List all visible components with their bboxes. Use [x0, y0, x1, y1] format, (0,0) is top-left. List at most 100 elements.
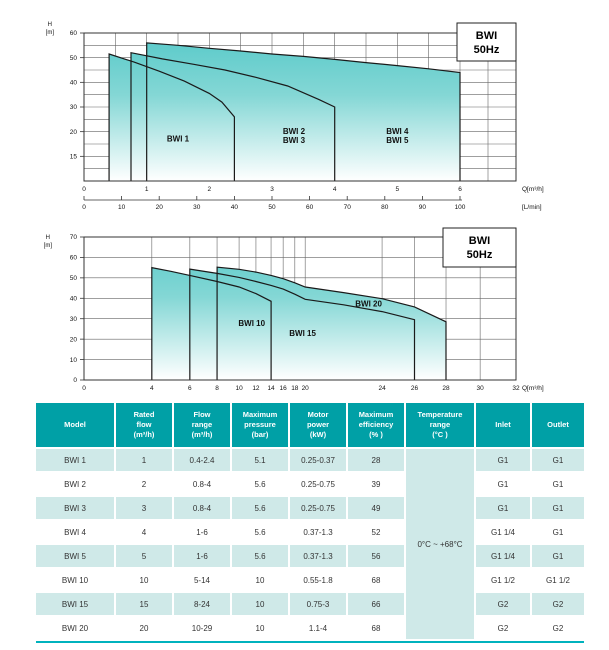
header-cell: Outlet	[532, 403, 584, 447]
table-cell: G1 1/4	[476, 521, 530, 543]
table-cell: G1	[532, 521, 584, 543]
table-cell: 5	[116, 545, 172, 567]
series-label: BWI 2	[283, 127, 306, 136]
table-cell: 5-14	[174, 569, 230, 591]
table-cell: G2	[476, 617, 530, 639]
series-label: BWI 3	[283, 136, 306, 145]
table-cell: 39	[348, 473, 404, 495]
header-cell: Rated flow (m³/h)	[116, 403, 172, 447]
header-cell: Flow range (m³/h)	[174, 403, 230, 447]
lmin-tick-label: 90	[419, 204, 427, 211]
table-cell: G1 1/4	[476, 545, 530, 567]
y-tick-label: 30	[70, 316, 78, 323]
table-cell: 0.55-1.8	[290, 569, 346, 591]
x-tick-label: 6	[188, 385, 192, 392]
lmin-tick-label: 30	[193, 204, 201, 211]
model-cell: BWI 4	[36, 521, 114, 543]
table-cell: 10	[116, 569, 172, 591]
series-label: BWI 20	[355, 299, 382, 308]
model-cell: BWI 1	[36, 449, 114, 471]
x-tick-label: 6	[458, 186, 462, 193]
model-cell: BWI 5	[36, 545, 114, 567]
table-cell: G1	[532, 545, 584, 567]
table-cell: 1.1-4	[290, 617, 346, 639]
series-label: BWI 1	[167, 135, 190, 144]
series-outline	[216, 266, 447, 381]
x-tick-label: 0	[82, 186, 86, 193]
table-cell: 3	[116, 497, 172, 519]
y-tick-label: 70	[70, 234, 78, 241]
y-tick-label: 0	[73, 377, 77, 384]
table-cell: 10-29	[174, 617, 230, 639]
y-tick-label: 20	[70, 129, 78, 136]
table-cell: 15	[116, 593, 172, 615]
table-cell: 20	[116, 617, 172, 639]
y-tick-label: 40	[70, 295, 78, 302]
lmin-tick-label: 100	[455, 204, 466, 211]
x-tick-label: 2	[208, 186, 212, 193]
table-cell: 5.6	[232, 473, 288, 495]
chart-title: BWI	[476, 30, 497, 42]
lmin-tick-label: 80	[381, 204, 389, 211]
table-cell: 0.75-3	[290, 593, 346, 615]
x-tick-label: 1	[145, 186, 149, 193]
y-axis-unit: [m]	[46, 30, 55, 36]
series-label: BWI 10	[238, 319, 265, 328]
table-cell: 68	[348, 569, 404, 591]
plot-frame	[83, 32, 517, 182]
table-cell: G1	[476, 473, 530, 495]
table-cell: G1	[532, 449, 584, 471]
table-cell: 0.8-4	[174, 497, 230, 519]
x-tick-label: 3	[270, 186, 274, 193]
table-cell: 8-24	[174, 593, 230, 615]
y-tick-label: 50	[70, 275, 78, 282]
chart-title-box	[456, 22, 517, 62]
table-cell: G1 1/2	[476, 569, 530, 591]
table-cell: G2	[532, 617, 584, 639]
x-tick-label: 28	[442, 385, 450, 392]
y-tick-label: 10	[70, 357, 78, 364]
x-tick-label: 18	[291, 385, 299, 392]
model-cell: BWI 3	[36, 497, 114, 519]
lmin-tick-label: 50	[268, 204, 276, 211]
table-cell: 1-6	[174, 521, 230, 543]
table-cell: 10	[232, 569, 288, 591]
lmin-tick-label: 70	[344, 204, 352, 211]
table-cell: 5.6	[232, 521, 288, 543]
x-tick-label: 26	[411, 385, 419, 392]
y-tick-label: 30	[70, 104, 78, 111]
table-cell: G2	[532, 593, 584, 615]
y-tick-label: 15	[70, 154, 78, 161]
series-outline	[146, 42, 461, 182]
header-cell: Maximum pressure (bar)	[232, 403, 288, 447]
lmin-tick-label: 60	[306, 204, 314, 211]
table-cell: 1	[116, 449, 172, 471]
series-label: BWI 4	[386, 127, 409, 136]
x-tick-label: 24	[378, 385, 386, 392]
table-cell: G2	[476, 593, 530, 615]
x-tick-label: 30	[477, 385, 485, 392]
chart-title-box	[442, 227, 517, 268]
table-cell: 0.25-0.75	[290, 473, 346, 495]
header-cell: Motor power (kW)	[290, 403, 346, 447]
x-tick-label: 20	[302, 385, 310, 392]
series-area	[146, 42, 460, 182]
table-cell: 10	[232, 593, 288, 615]
model-cell: BWI 15	[36, 593, 114, 615]
table-cell: 68	[348, 617, 404, 639]
table-cell: 66	[348, 593, 404, 615]
plot-frame	[83, 236, 517, 381]
y-tick-label: 40	[70, 80, 78, 87]
table-cell: 0.25-0.37	[290, 449, 346, 471]
table-cell: 0.8-4	[174, 473, 230, 495]
table-cell: 56	[348, 545, 404, 567]
series-outline	[108, 53, 235, 182]
y-axis-title: H	[48, 22, 52, 28]
table-cell: G1	[476, 497, 530, 519]
x-axis-unit: Q[m³/h]	[522, 385, 544, 392]
y-tick-label: 20	[70, 336, 78, 343]
lmin-axis-unit: [L/min]	[522, 204, 542, 211]
